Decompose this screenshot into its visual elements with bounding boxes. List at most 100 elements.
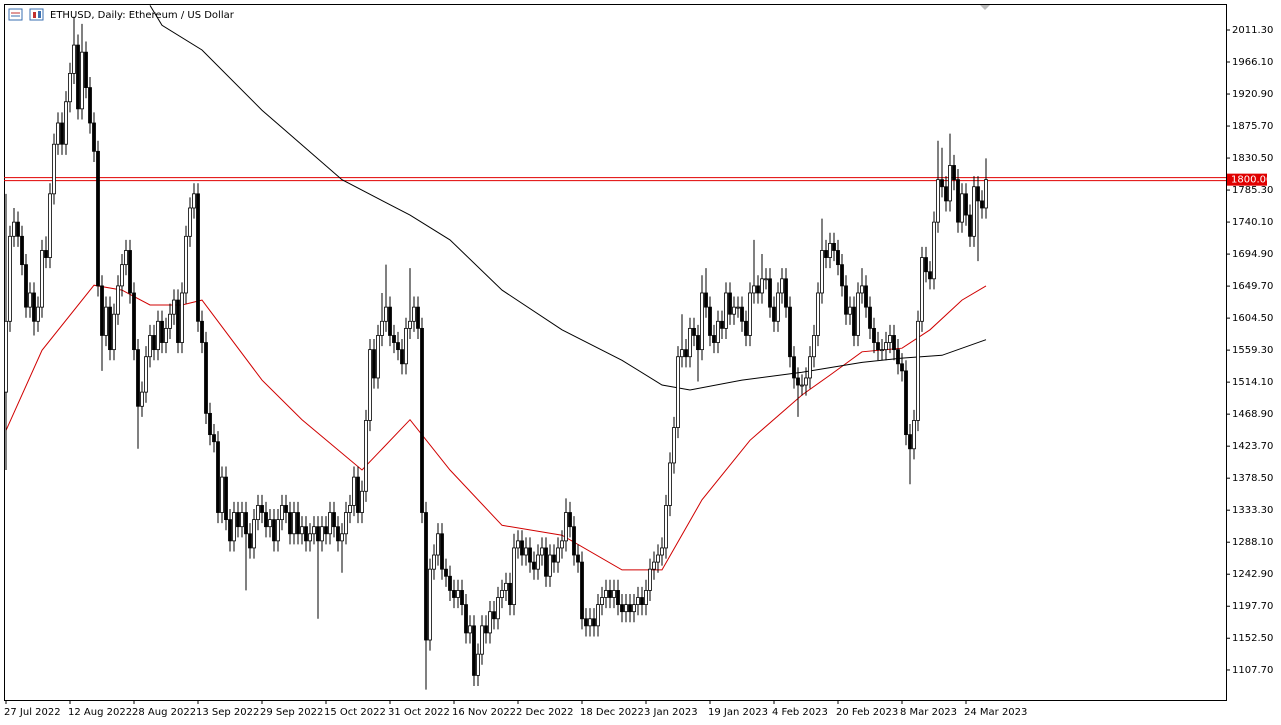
x-tick-label: 27 Jul 2022	[4, 707, 61, 718]
candle-body	[872, 327, 876, 343]
candle-body	[500, 590, 504, 598]
candle-body	[84, 51, 88, 88]
candle-body	[224, 476, 228, 521]
candle-body	[792, 356, 796, 379]
x-tick-label: 29 Sep 2022	[260, 707, 323, 718]
candle-body	[252, 519, 256, 549]
candle-body	[540, 547, 544, 556]
candle-body	[700, 292, 704, 351]
y-tick-label: 1152.50	[1232, 633, 1273, 644]
candle-body	[408, 320, 412, 329]
candle-body	[944, 186, 948, 202]
candle-body	[616, 590, 620, 605]
candle-body	[556, 547, 560, 563]
candle-body	[380, 320, 384, 336]
candle-body	[660, 547, 664, 556]
candle-body	[796, 377, 800, 386]
candle-body	[776, 292, 780, 322]
candle-body	[912, 420, 916, 450]
candle-body	[624, 604, 628, 613]
candle-body	[404, 327, 408, 365]
candle-body	[508, 582, 512, 605]
candle-body	[760, 278, 764, 294]
candle-body	[236, 512, 240, 528]
candle-body	[212, 434, 216, 443]
candle-body	[664, 505, 668, 549]
candle-body	[684, 349, 688, 358]
candle-body	[772, 306, 776, 322]
x-tick-label: 4 Feb 2023	[772, 707, 828, 718]
candle-body	[188, 207, 192, 237]
candle-body	[580, 561, 584, 620]
candle-body	[984, 179, 988, 209]
y-tick-label: 1468.90	[1232, 409, 1273, 420]
candle-body	[572, 526, 576, 556]
candle-body	[932, 221, 936, 280]
y-tick-label: 1559.30	[1232, 345, 1273, 356]
candle-body	[348, 505, 352, 513]
candle-body	[464, 604, 468, 634]
candle-body	[628, 604, 632, 613]
candle-body	[820, 250, 824, 294]
candle-body	[716, 320, 720, 343]
candle-body	[156, 320, 160, 351]
candle-body	[168, 313, 172, 329]
x-tick-label: 19 Jan 2023	[708, 707, 768, 718]
candle-body	[756, 285, 760, 294]
y-tick-label: 2011.30	[1232, 25, 1273, 36]
candle-body	[56, 122, 60, 145]
candle-body	[428, 568, 432, 641]
candle-body	[848, 306, 852, 315]
candle-body	[876, 342, 880, 351]
y-tick-label: 1649.70	[1232, 281, 1273, 292]
candle-body	[76, 44, 80, 110]
candle-body	[144, 356, 148, 393]
x-tick-label: 20 Feb 2023	[836, 707, 898, 718]
x-tick-label: 8 Mar 2023	[900, 707, 957, 718]
toolbar-icons	[8, 8, 44, 21]
candle-body	[460, 590, 464, 605]
candle-body	[864, 285, 868, 308]
candle-body	[948, 165, 952, 202]
y-tick-label: 1242.90	[1232, 569, 1273, 580]
candle-body	[16, 221, 20, 237]
candle-body	[608, 590, 612, 598]
candle-body	[300, 526, 304, 535]
y-tick-label: 1514.10	[1232, 377, 1273, 388]
candle-body	[472, 625, 476, 676]
candle-body	[972, 186, 976, 237]
x-tick-label: 3 Jan 2023	[644, 707, 698, 718]
candle-body	[332, 512, 336, 528]
candle-body	[316, 526, 320, 542]
candle-body	[748, 292, 752, 336]
y-tick-label: 1740.10	[1232, 217, 1273, 228]
y-tick-label: 1920.90	[1232, 89, 1273, 100]
candle-body	[8, 235, 12, 322]
candle-body	[28, 292, 32, 308]
candle-body	[632, 604, 636, 613]
candle-body	[672, 427, 676, 464]
candle-body	[648, 568, 652, 591]
candle-body	[192, 193, 196, 209]
candle-body	[560, 540, 564, 549]
candle-body	[312, 526, 316, 535]
candle-body	[708, 306, 712, 336]
candle-body	[116, 285, 120, 315]
candle-body	[884, 342, 888, 351]
candle-body	[88, 87, 92, 124]
candle-body	[596, 604, 600, 627]
candle-body	[140, 391, 144, 407]
plot-area	[4, 5, 1226, 690]
candle-body	[456, 590, 460, 598]
candle-body	[904, 370, 908, 436]
candle-body	[692, 327, 696, 336]
candle-body	[576, 554, 580, 563]
candle-body	[516, 540, 520, 549]
icon	[8, 8, 23, 21]
candle-body	[4, 320, 8, 393]
candle-body	[588, 618, 592, 627]
icon-bar	[33, 12, 36, 18]
candle-body	[432, 554, 436, 570]
candle-body	[180, 292, 184, 343]
